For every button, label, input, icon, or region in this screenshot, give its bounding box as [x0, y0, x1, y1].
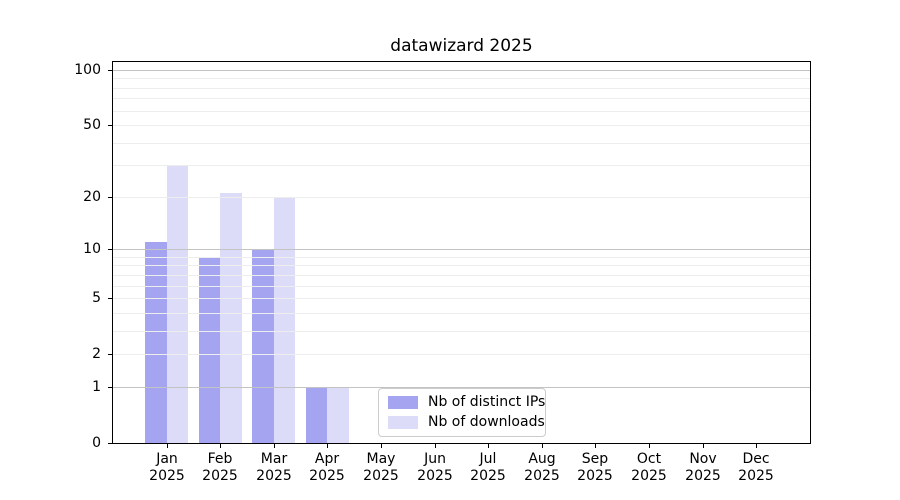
plot-area: Nb of distinct IPs Nb of downloads — [112, 61, 811, 444]
x-tick-label: Dec 2025 — [738, 451, 774, 484]
x-tick-label: Jun 2025 — [417, 451, 453, 484]
minor-gridline — [113, 98, 810, 99]
x-tick-label: Jul 2025 — [470, 451, 506, 484]
y-tick-mark — [108, 125, 112, 126]
minor-gridline — [113, 298, 810, 299]
minor-gridline — [113, 313, 810, 314]
y-tick-label: 0 — [92, 435, 101, 451]
y-tick-mark — [108, 298, 112, 299]
x-tick-mark — [167, 444, 168, 448]
minor-gridline — [113, 275, 810, 276]
major-gridline — [113, 387, 810, 388]
minor-gridline — [113, 257, 810, 258]
y-tick-label: 10 — [83, 241, 101, 257]
x-tick-label: May 2025 — [363, 451, 399, 484]
y-tick-mark — [108, 443, 112, 444]
legend-item: Nb of downloads — [388, 415, 545, 430]
x-tick-mark — [542, 444, 543, 448]
y-tick-mark — [108, 249, 112, 250]
minor-gridline — [113, 88, 810, 89]
major-gridline — [113, 249, 810, 250]
minor-gridline — [113, 165, 810, 166]
bars-layer — [113, 62, 810, 443]
minor-gridline — [113, 197, 810, 198]
minor-gridline — [113, 78, 810, 79]
minor-gridline — [113, 331, 810, 332]
bar — [166, 165, 188, 443]
x-tick-mark — [381, 444, 382, 448]
minor-gridline — [113, 265, 810, 266]
minor-gridline — [113, 354, 810, 355]
x-tick-label: Jan 2025 — [149, 451, 185, 484]
y-tick-mark — [108, 387, 112, 388]
x-tick-label: Aug 2025 — [524, 451, 560, 484]
grid-layer — [113, 62, 810, 443]
legend-swatch-icon — [388, 396, 418, 409]
y-tick-label: 2 — [92, 346, 101, 362]
y-tick-mark — [108, 354, 112, 355]
x-tick-label: Mar 2025 — [256, 451, 292, 484]
x-tick-mark — [435, 444, 436, 448]
legend-label: Nb of downloads — [428, 414, 545, 430]
bar — [305, 386, 328, 443]
bar — [145, 242, 167, 443]
bar — [327, 386, 349, 443]
x-tick-label: Sep 2025 — [577, 451, 613, 484]
y-tick-mark — [108, 197, 112, 198]
x-tick-mark — [595, 444, 596, 448]
x-tick-label: Oct 2025 — [631, 451, 667, 484]
y-tick-label: 100 — [74, 62, 101, 78]
y-tick-label: 50 — [83, 117, 101, 133]
x-tick-mark — [649, 444, 650, 448]
legend-swatch-icon — [388, 416, 418, 429]
x-tick-mark — [327, 444, 328, 448]
bar — [273, 196, 296, 443]
minor-gridline — [113, 111, 810, 112]
x-tick-label: Feb 2025 — [202, 451, 238, 484]
y-tick-label: 20 — [83, 189, 101, 205]
bar — [198, 256, 221, 443]
y-tick-mark — [108, 70, 112, 71]
major-gridline — [113, 70, 810, 71]
x-tick-mark — [274, 444, 275, 448]
bar — [220, 193, 242, 443]
legend: Nb of distinct IPs Nb of downloads — [378, 388, 546, 437]
x-tick-mark — [756, 444, 757, 448]
y-tick-label: 5 — [92, 290, 101, 306]
x-tick-label: Apr 2025 — [309, 451, 345, 484]
minor-gridline — [113, 286, 810, 287]
bar — [252, 249, 274, 443]
y-tick-label: 1 — [92, 379, 101, 395]
legend-label: Nb of distinct IPs — [428, 394, 546, 410]
legend-item: Nb of distinct IPs — [388, 395, 545, 410]
x-tick-label: Nov 2025 — [685, 451, 721, 484]
minor-gridline — [113, 143, 810, 144]
x-tick-mark — [220, 444, 221, 448]
x-tick-mark — [488, 444, 489, 448]
x-tick-mark — [703, 444, 704, 448]
chart-title: datawizard 2025 — [390, 36, 533, 56]
minor-gridline — [113, 125, 810, 126]
